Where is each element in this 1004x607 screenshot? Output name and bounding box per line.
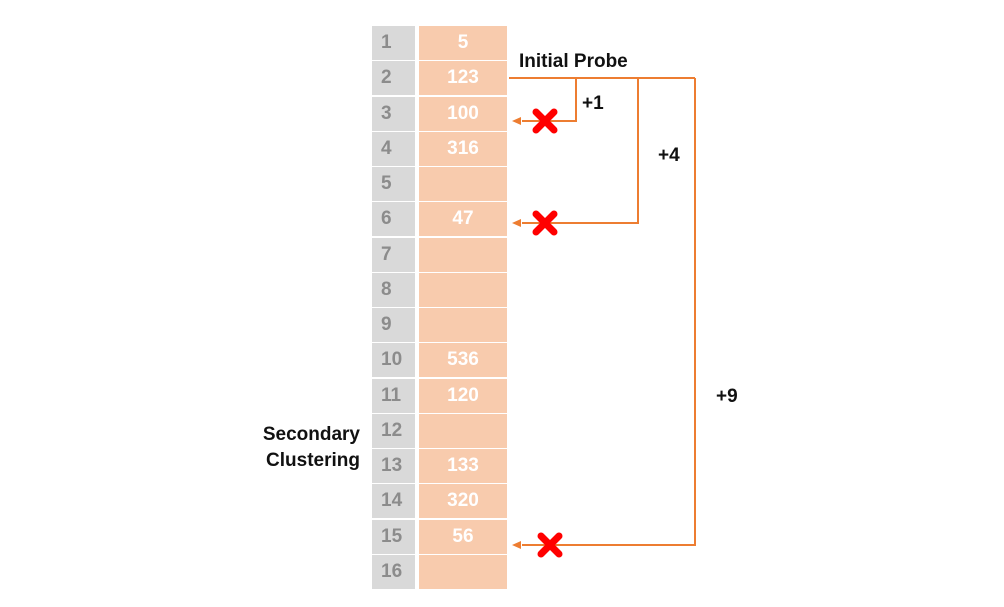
secondary-clustering-label: Secondary Clustering xyxy=(240,422,360,474)
row-value xyxy=(419,167,507,201)
row-value: 120 xyxy=(419,378,507,413)
probe-plus9-line xyxy=(522,78,696,546)
probe-plus1-line xyxy=(522,78,577,122)
row-value: 56 xyxy=(419,519,507,554)
row-value: 47 xyxy=(419,202,507,237)
row-value xyxy=(419,237,507,272)
row-index: 8 xyxy=(372,272,415,307)
row-value: 133 xyxy=(419,449,507,483)
row-index: 12 xyxy=(372,413,415,448)
probe-plus9-arrowhead xyxy=(512,541,521,549)
row-index: 4 xyxy=(372,131,415,166)
row-index: 6 xyxy=(372,202,415,237)
row-index: 11 xyxy=(372,378,415,413)
initial-probe-label: Initial Probe xyxy=(519,51,628,72)
row-index: 14 xyxy=(372,484,415,519)
probe-plus4-arrowhead xyxy=(512,219,521,227)
plus4-label: +4 xyxy=(658,145,680,166)
row-value: 5 xyxy=(419,26,507,60)
secondary-label-line2: Clustering xyxy=(266,450,360,471)
row-index: 7 xyxy=(372,237,415,272)
plus1-label: +1 xyxy=(582,93,604,114)
row-value: 123 xyxy=(419,61,507,96)
row-value xyxy=(419,308,507,342)
collision-x-icon xyxy=(532,108,558,134)
probe-plus4-line xyxy=(522,78,639,224)
secondary-label-line1: Secondary xyxy=(262,424,360,445)
collision-x-icon xyxy=(532,210,558,236)
row-value xyxy=(419,272,507,307)
row-value: 536 xyxy=(419,343,507,378)
row-index: 16 xyxy=(372,554,415,589)
row-value xyxy=(419,413,507,448)
collision-x-icon xyxy=(537,532,563,558)
row-index: 5 xyxy=(372,167,415,201)
row-value xyxy=(419,554,507,589)
row-index: 2 xyxy=(372,61,415,96)
row-index: 3 xyxy=(372,96,415,131)
row-value: 100 xyxy=(419,96,507,131)
row-index: 13 xyxy=(372,449,415,483)
row-index: 9 xyxy=(372,308,415,342)
probe-plus1-arrowhead xyxy=(512,117,521,125)
row-value: 316 xyxy=(419,131,507,166)
row-index: 1 xyxy=(372,26,415,60)
plus9-label: +9 xyxy=(716,386,738,407)
row-index: 15 xyxy=(372,519,415,554)
row-index: 10 xyxy=(372,343,415,378)
row-value: 320 xyxy=(419,484,507,519)
